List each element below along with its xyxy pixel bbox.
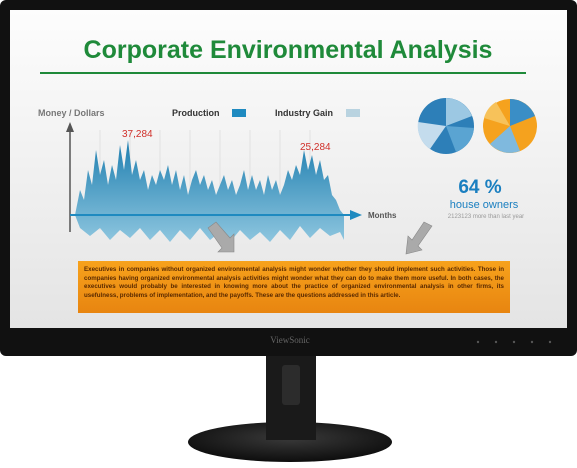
brand-logo: ViewSonic — [270, 335, 309, 345]
slide-title: Corporate Environmental Analysis — [84, 36, 493, 64]
x-axis-label: Months — [368, 211, 397, 220]
legend-label: Industry Gain — [275, 108, 333, 118]
annotation: 37,284 — [122, 129, 153, 140]
monitor-image: ViewSonic Corporate Environmental Analys… — [0, 0, 577, 468]
monitor: ViewSonic Corporate Environmental Analys… — [0, 0, 577, 468]
annotation: 25,284 — [300, 142, 331, 153]
pie-left — [418, 98, 474, 154]
stand-slot — [282, 365, 300, 405]
legend-swatch — [232, 109, 246, 117]
y-axis-label: Money / Dollars — [38, 108, 105, 118]
legend-swatch — [346, 109, 360, 117]
legend-label: Production — [172, 108, 220, 118]
paragraph: Executives in companies without organize… — [84, 266, 504, 300]
stat-label: house owners — [450, 199, 519, 211]
pie-right — [483, 99, 537, 153]
stat-note: 2123123 more than last year — [448, 214, 524, 220]
stat-value: 64 % — [458, 177, 501, 198]
